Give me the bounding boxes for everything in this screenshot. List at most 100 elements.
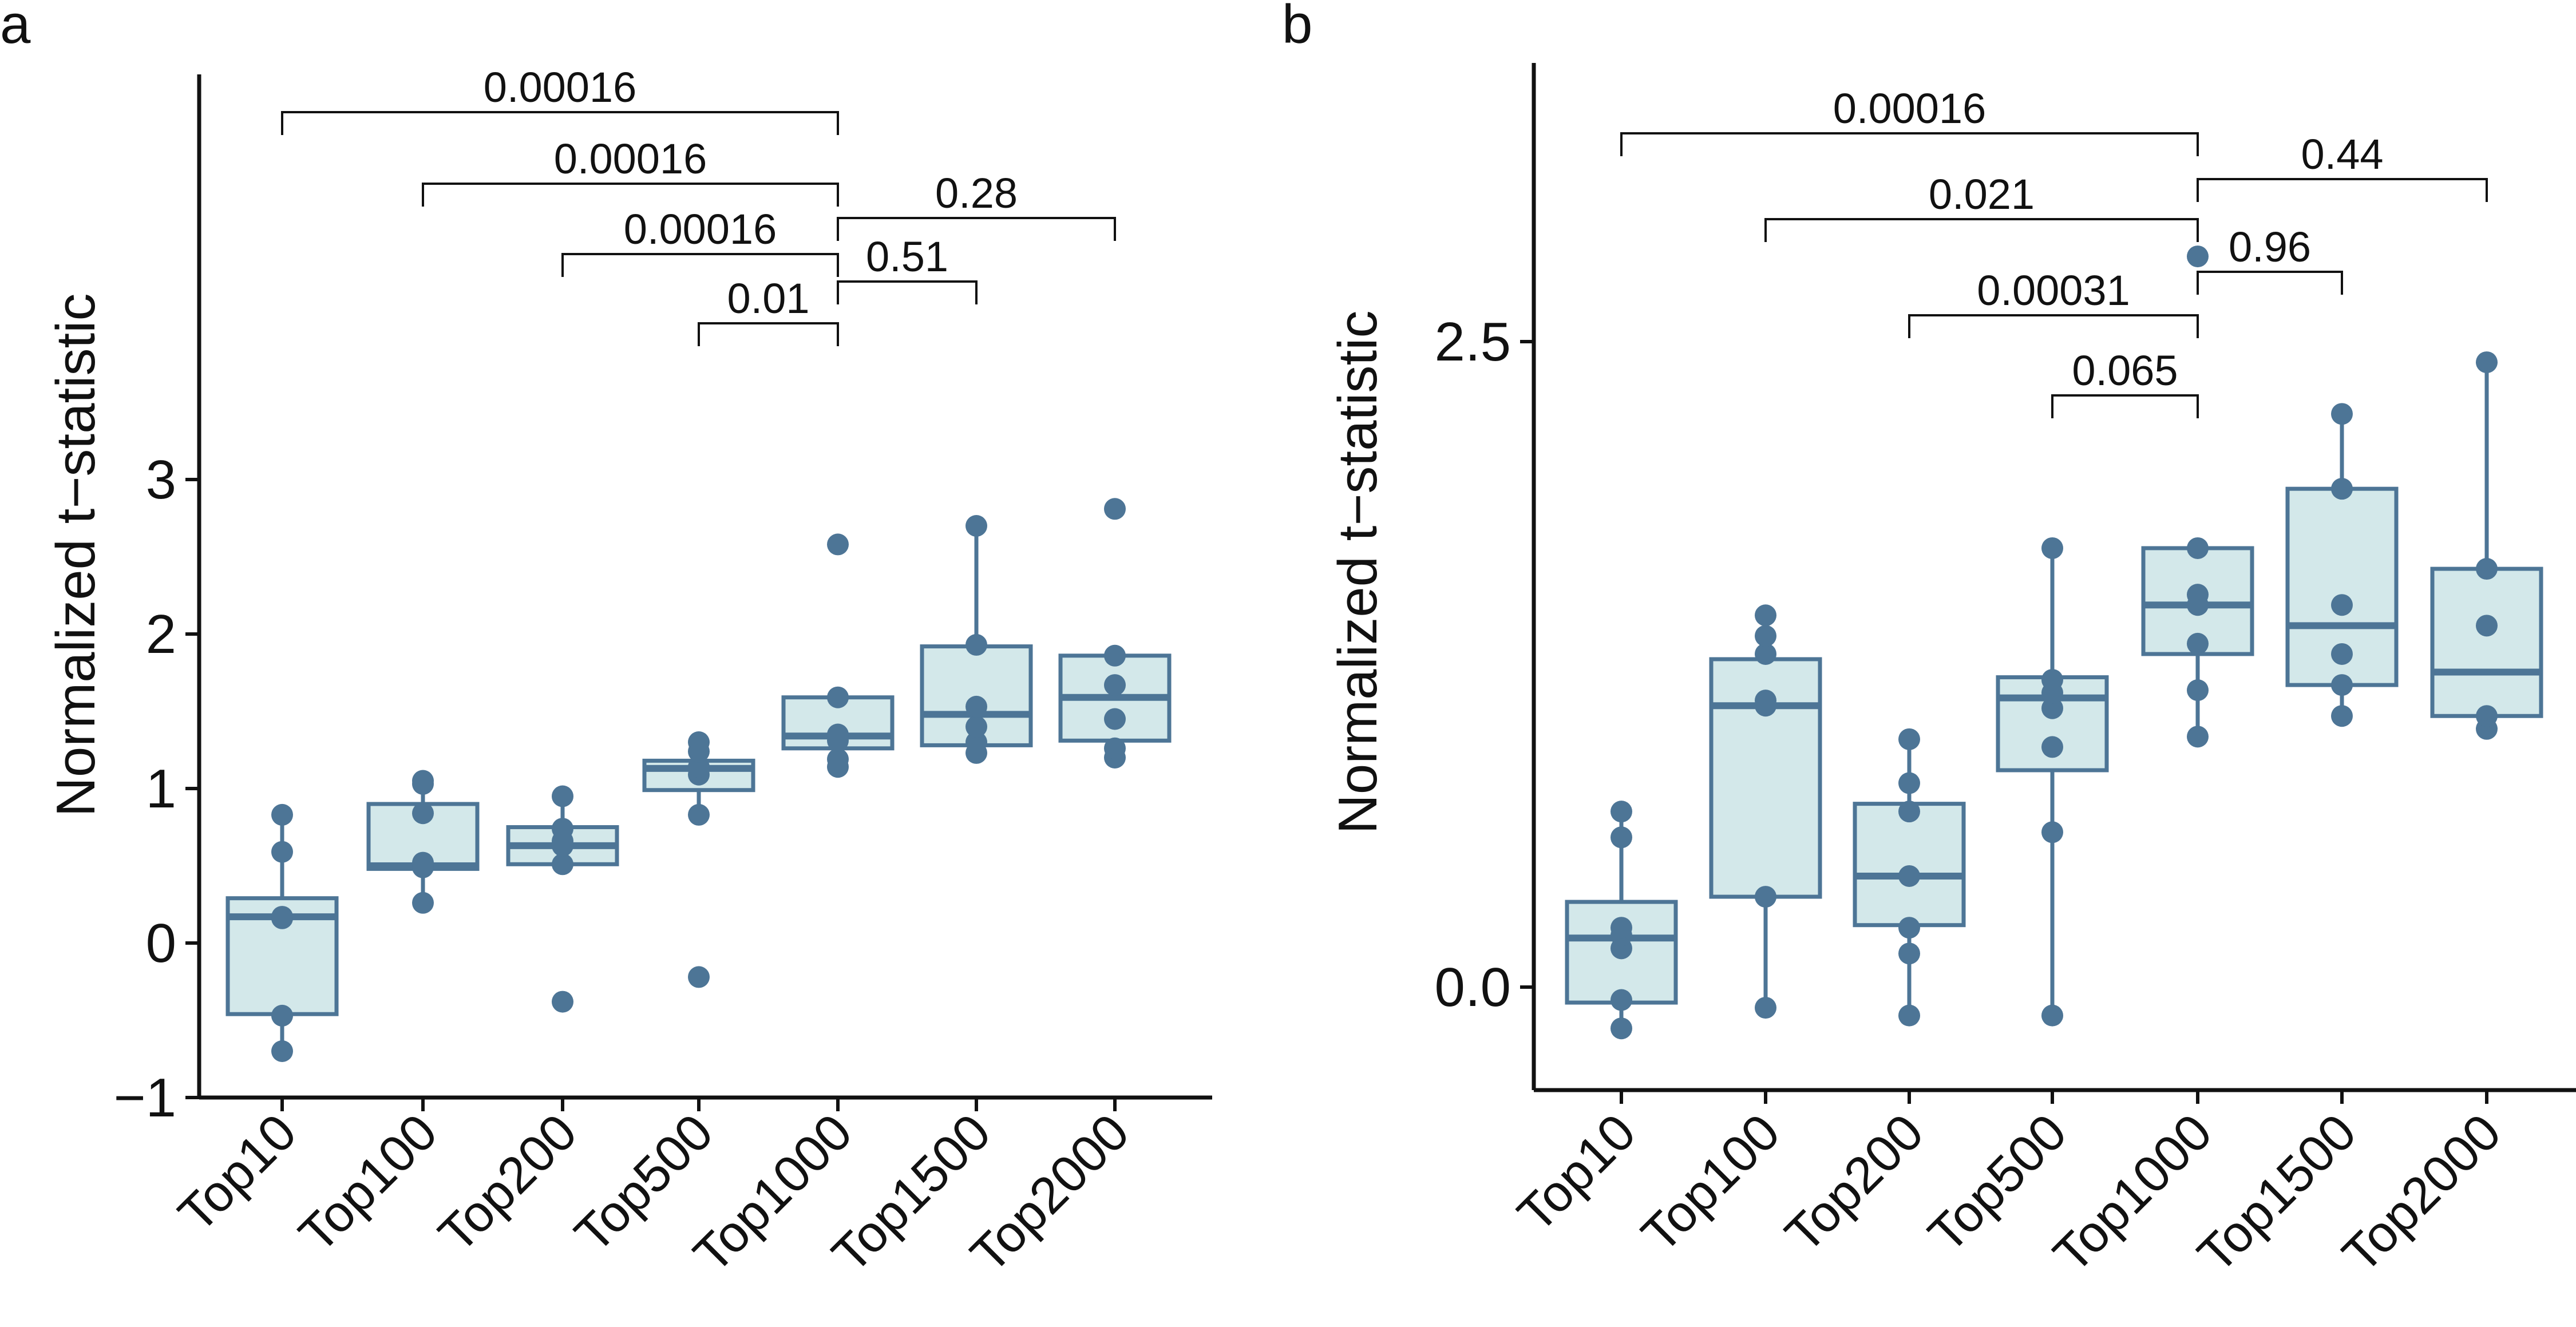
panel-letter: b: [1282, 0, 1312, 55]
y-axis-label: Normalized t−statistic: [45, 294, 106, 817]
data-point: [827, 686, 849, 708]
box-top10: [225, 803, 339, 1062]
data-point: [1104, 674, 1126, 696]
p-value-label: 0.00016: [624, 205, 777, 253]
x-tick-label: Top10: [1507, 1103, 1647, 1243]
box-top1500: [2285, 403, 2399, 727]
data-point: [1898, 917, 1920, 939]
y-tick-label: 2: [146, 604, 176, 665]
data-point: [965, 731, 987, 753]
data-point: [2476, 351, 2498, 374]
x-tick-label: Top200: [428, 1103, 588, 1263]
significance-bracket: 0.00016: [281, 64, 839, 135]
bracket-line: [422, 183, 839, 207]
box-top500: [642, 731, 755, 988]
x-tick-label: Top1000: [2043, 1103, 2223, 1284]
box-top100: [1709, 604, 1822, 1019]
data-point: [271, 841, 293, 863]
data-point: [552, 853, 573, 876]
x-tick-label: Top100: [1631, 1103, 1791, 1263]
data-point: [1611, 801, 1632, 823]
data-point: [1104, 644, 1126, 667]
data-point: [1755, 604, 1776, 627]
data-point: [2041, 669, 2063, 691]
y-tick-label: 0.0: [1435, 957, 1511, 1018]
data-point: [271, 803, 293, 826]
significance-bracket: 0.00031: [1908, 267, 2199, 338]
significance-bracket: 0.51: [837, 233, 978, 304]
data-point: [1755, 643, 1776, 665]
data-point: [2041, 537, 2063, 559]
significance-bracket: 0.00016: [422, 135, 839, 207]
significance-bracket: 0.44: [2197, 130, 2488, 202]
box-top100: [366, 770, 480, 914]
data-point: [271, 1040, 293, 1062]
data-point: [1898, 772, 1920, 794]
x-tick-label: Top100: [288, 1103, 449, 1263]
significance-bracket: 0.96: [2197, 223, 2343, 295]
data-point: [412, 802, 434, 825]
box-top200: [506, 785, 619, 1013]
data-point: [1104, 498, 1126, 520]
data-point: [827, 748, 849, 770]
p-value-label: 0.96: [2229, 223, 2311, 271]
bracket-line: [281, 111, 839, 135]
data-point: [2187, 584, 2209, 606]
data-point: [827, 533, 849, 556]
bracket-line: [1908, 314, 2199, 338]
data-point: [688, 966, 710, 988]
data-point: [2041, 1004, 2063, 1027]
significance-bracket: 0.28: [837, 169, 1116, 241]
data-point: [1611, 1017, 1632, 1040]
bracket-line: [2197, 271, 2343, 295]
data-point: [2331, 478, 2353, 500]
data-point: [1611, 826, 1632, 849]
p-value-label: 0.00016: [484, 64, 637, 111]
data-point: [1611, 917, 1632, 939]
data-point: [2187, 632, 2209, 655]
y-tick-label: −1: [114, 1067, 176, 1128]
data-point: [2476, 558, 2498, 580]
data-point: [2476, 705, 2498, 727]
data-point: [2041, 736, 2063, 758]
data-point: [688, 756, 710, 778]
panel-letter: a: [0, 0, 31, 55]
p-value-label: 0.51: [866, 233, 948, 280]
data-point: [1755, 625, 1776, 647]
data-point: [2331, 403, 2353, 425]
data-point: [2187, 726, 2209, 748]
data-point: [2041, 821, 2063, 843]
x-tick-label: Top2000: [2332, 1103, 2512, 1284]
p-value-label: 0.44: [2301, 130, 2383, 178]
bracket-line: [1620, 132, 2199, 156]
data-point: [688, 731, 710, 753]
data-point: [1898, 801, 1920, 823]
data-point: [1898, 728, 1920, 750]
data-point: [2331, 643, 2353, 665]
data-point: [1755, 997, 1776, 1019]
bracket-line: [837, 217, 1116, 241]
p-value-label: 0.01: [727, 275, 809, 322]
significance-bracket: 0.00016: [1620, 85, 2199, 156]
data-point: [1611, 989, 1632, 1011]
data-point: [1755, 690, 1776, 712]
significance-bracket: 0.065: [2051, 347, 2199, 418]
data-point: [552, 785, 573, 807]
data-point: [1104, 737, 1126, 759]
data-point: [2331, 594, 2353, 616]
box-top200: [1853, 728, 1966, 1027]
data-point: [271, 1004, 293, 1027]
data-point: [2041, 697, 2063, 719]
box-top2000: [1058, 498, 1172, 769]
bracket-line: [561, 253, 839, 277]
p-value-label: 0.065: [2072, 347, 2178, 394]
data-point: [2187, 679, 2209, 702]
data-point: [552, 818, 573, 840]
box-top1000: [781, 533, 895, 778]
bracket-line: [1764, 218, 2199, 242]
data-point: [2187, 245, 2209, 268]
data-point: [412, 892, 434, 914]
data-point: [2331, 674, 2353, 696]
bracket-line: [837, 280, 978, 304]
